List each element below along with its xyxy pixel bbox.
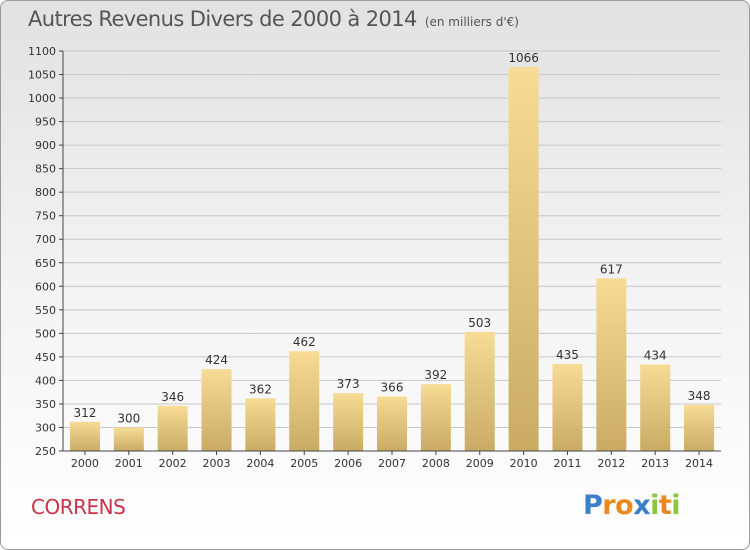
logo-letter: i — [650, 490, 659, 521]
bar-2004 — [245, 398, 276, 451]
data-label: 312 — [73, 406, 96, 420]
y-tick-label: 300 — [35, 421, 56, 434]
x-tick-label: 2004 — [246, 457, 274, 470]
logo-letter: o — [615, 490, 634, 521]
y-tick-label: 350 — [35, 398, 56, 411]
y-tick-label: 1050 — [28, 69, 56, 82]
x-tick-label: 2010 — [510, 457, 538, 470]
y-tick-label: 800 — [35, 186, 56, 199]
data-label: 462 — [293, 335, 316, 349]
logo-letter: r — [602, 490, 616, 521]
bar-2010 — [508, 67, 539, 451]
data-label: 366 — [381, 380, 404, 394]
x-tick-label: 2012 — [597, 457, 625, 470]
chart-title-text: Autres Revenus Divers de 2000 à 2014 — [28, 7, 417, 31]
bar-2013 — [640, 364, 671, 451]
proxiti-logo: Proxiti — [583, 490, 681, 521]
data-label: 503 — [468, 316, 491, 330]
y-tick-label: 700 — [35, 233, 56, 246]
logo-letter: t — [658, 490, 672, 521]
x-tick-label: 2003 — [203, 457, 231, 470]
data-label: 392 — [424, 368, 447, 382]
data-label: 348 — [688, 389, 711, 403]
x-tick-label: 2001 — [115, 457, 143, 470]
bar-2002 — [157, 405, 188, 451]
chart-title: Autres Revenus Divers de 2000 à 2014 (en … — [28, 7, 519, 31]
logo-letter: x — [633, 490, 651, 521]
y-tick-label: 850 — [35, 163, 56, 176]
commune-name: CORRENS — [31, 495, 126, 519]
x-tick-label: 2002 — [159, 457, 187, 470]
data-label: 362 — [249, 382, 272, 396]
x-tick-label: 2014 — [685, 457, 713, 470]
data-label: 1066 — [508, 51, 539, 65]
bars — [69, 67, 715, 451]
data-label: 434 — [644, 348, 667, 362]
axes: 250 300 350 400 450 500 550 600 650 700 750 800 850 9… — [28, 45, 721, 470]
data-label: 346 — [161, 390, 184, 404]
y-tick-label: 250 — [35, 445, 56, 458]
data-label: 617 — [600, 262, 623, 276]
x-tick-label: 2009 — [466, 457, 494, 470]
logo-letter: P — [583, 490, 603, 521]
x-tick-label: 2005 — [290, 457, 318, 470]
bar-2009 — [464, 331, 495, 451]
bar-2003 — [201, 369, 232, 451]
data-label: 300 — [117, 411, 140, 425]
bar-2006 — [333, 393, 364, 451]
data-label: 373 — [337, 377, 360, 391]
data-labels: 312 300 346 424 362 462 373 366 392 503 1066 435 617… — [73, 51, 710, 425]
data-label: 424 — [205, 353, 228, 367]
y-tick-label: 750 — [35, 210, 56, 223]
bar-2007 — [377, 396, 407, 451]
bar-2001 — [113, 427, 144, 451]
x-tick-label: 2000 — [71, 457, 99, 470]
data-label: 435 — [556, 348, 579, 362]
x-tick-label: 2007 — [378, 457, 406, 470]
y-tick-label: 900 — [35, 139, 56, 152]
y-tick-label: 550 — [35, 304, 56, 317]
y-tick-label: 450 — [35, 351, 56, 364]
x-tick-label: 2008 — [422, 457, 450, 470]
x-tick-label: 2013 — [641, 457, 669, 470]
bar-2008 — [420, 384, 451, 451]
logo-letter: i — [671, 490, 681, 521]
y-tick-label: 600 — [35, 280, 56, 293]
bar-2011 — [552, 363, 583, 451]
y-tick-label: 1100 — [28, 45, 56, 58]
y-tick-label: 950 — [35, 116, 56, 129]
bar-2014 — [684, 404, 715, 451]
y-tick-label: 500 — [35, 327, 56, 340]
y-tick-label: 1000 — [28, 92, 56, 105]
y-tick-label: 650 — [35, 257, 56, 270]
bar-2005 — [289, 351, 320, 451]
chart-unit: (en milliers d'€) — [424, 15, 519, 29]
y-tick-label: 400 — [35, 374, 56, 387]
x-tick-label: 2011 — [553, 457, 581, 470]
x-tick-label: 2006 — [334, 457, 362, 470]
bar-2000 — [69, 421, 100, 451]
bar-2012 — [596, 278, 627, 451]
